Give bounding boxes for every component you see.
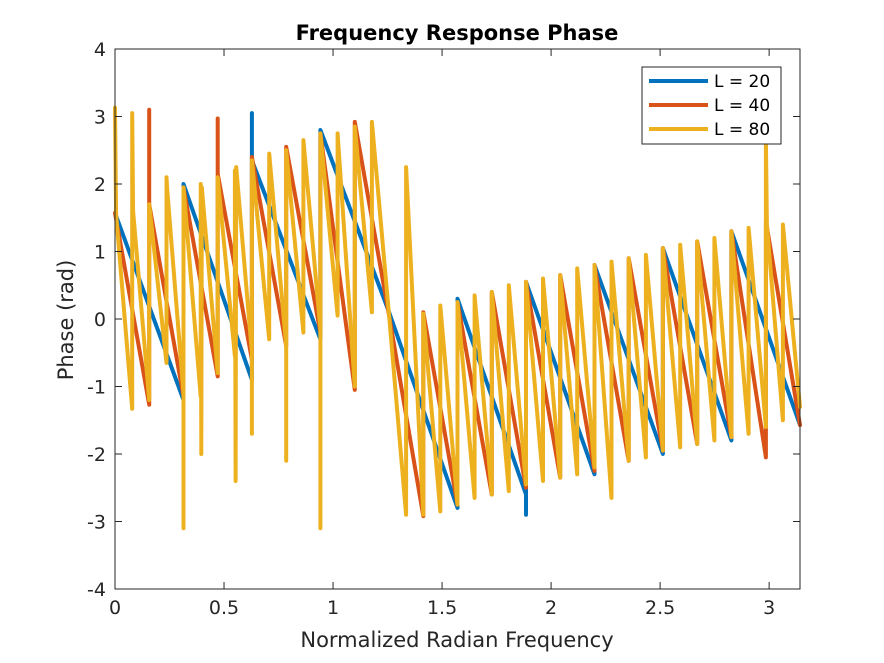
x-tick-label: 0.5 — [209, 597, 239, 619]
x-axis-title: Normalized Radian Frequency — [300, 628, 613, 652]
legend: L = 20 L = 40 L = 80 — [641, 66, 782, 145]
y-tick-label: -1 — [87, 377, 106, 399]
legend-label-1: L = 20 — [714, 72, 770, 92]
y-tick-label: 2 — [94, 174, 106, 196]
x-tick-label: 1.5 — [427, 597, 457, 619]
y-tick-label: -4 — [87, 579, 106, 601]
y-tick-label: 0 — [94, 309, 106, 331]
y-tick-label: 1 — [94, 242, 106, 264]
legend-label-3: L = 80 — [714, 120, 770, 140]
chart-title: Frequency Response Phase — [296, 21, 619, 45]
axes-layer: 0 0.5 1 1.5 2 2.5 3 4 3 2 1 0 -1 -2 -3 -4 — [87, 39, 801, 619]
y-tick-label: -3 — [87, 512, 106, 534]
x-tick-label: 1 — [327, 597, 339, 619]
y-tick-label: 4 — [94, 39, 106, 61]
x-tick-label: 3 — [763, 597, 775, 619]
series-line-3 — [113, 105, 802, 531]
x-tick-label: 2 — [545, 597, 557, 619]
x-tick-label: 0 — [109, 597, 121, 619]
x-tick-label: 2.5 — [645, 597, 675, 619]
legend-label-2: L = 40 — [714, 96, 770, 116]
series-layer — [113, 105, 802, 531]
y-tick-label: 3 — [94, 107, 106, 129]
y-tick-label: -2 — [87, 444, 106, 466]
y-axis-title: Phase (rad) — [54, 260, 78, 381]
